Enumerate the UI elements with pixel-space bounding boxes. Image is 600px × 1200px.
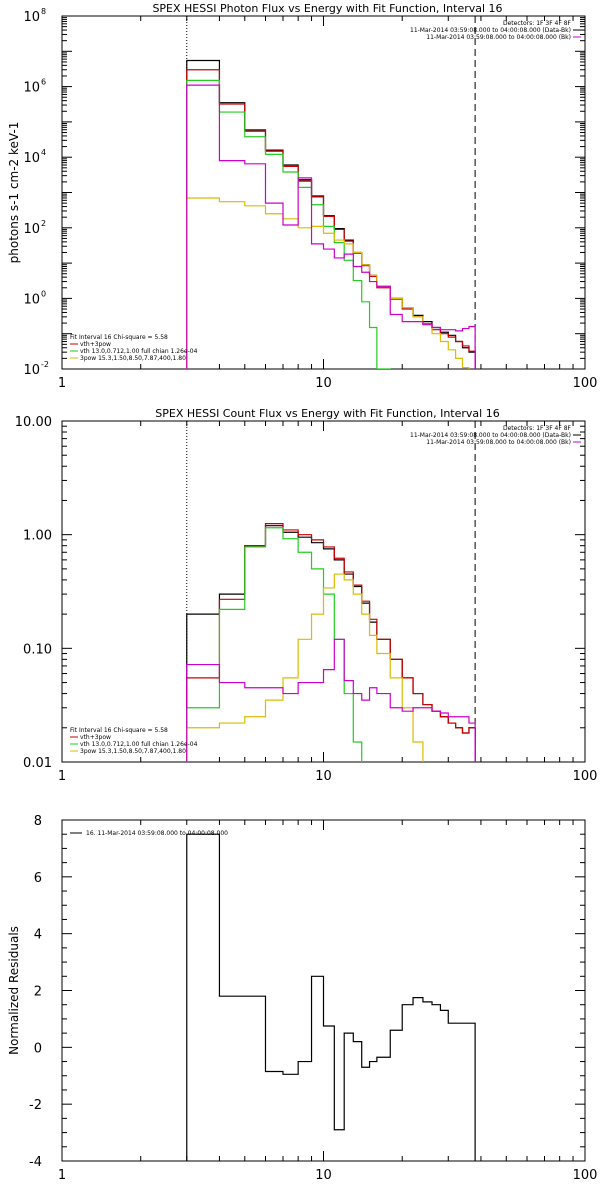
y-tick-label: 6 [34, 871, 42, 886]
legend-bottom-left-entry: vth+3pow [80, 734, 111, 741]
y-tick-exponent: 4 [41, 148, 46, 157]
series-3pow [186, 573, 424, 762]
series-data-bk [186, 525, 476, 762]
y-tick-exponent: 0 [41, 289, 46, 298]
x-tick-label: 1 [58, 769, 66, 784]
legend-bottom-left-entry: Fit Interval 16 Chi-square = 5.58 [70, 727, 168, 734]
series-16-11-mar-2014-03-59-08-000-to-04-00-08-000 [186, 833, 476, 1161]
legend-top-right-entry: 11-Mar-2014 03:59:08.000 to 04:00:08.000… [426, 34, 571, 41]
x-tick-label: 10 [315, 376, 332, 391]
y-tick-label: 8 [34, 814, 42, 829]
series-bk [186, 84, 476, 369]
chart-title: SPEX HESSI Count Flux vs Energy with Fit… [155, 407, 499, 420]
series-vth [186, 79, 391, 369]
x-tick-label: 10 [315, 769, 332, 784]
legend-top-right-entry: 11-Mar-2014 03:59:08.000 to 04:00:08.000… [426, 439, 571, 446]
plot-1: SPEX HESSI Photon Flux vs Energy with Fi… [7, 2, 598, 391]
legend-bottom-left-entry: vth 13.0,0.712,1.00 full chian 1.26e-04 [80, 741, 198, 748]
plot-3: 1 10 100 -4 -2 0 2 4 6 8 Normalized Residuals 16. 1… [7, 814, 597, 1183]
y-tick-label: 10 [23, 151, 40, 166]
legend-top-right-entry: 11-Mar-2014 03:59:08.000 to 04:00:08.000… [410, 27, 571, 34]
y-tick-exponent: 2 [41, 219, 46, 228]
y-tick-label: 0 [34, 1041, 42, 1056]
y-tick-label: 10 [23, 292, 40, 307]
legend-bottom-left-entry: vth+3pow [80, 341, 111, 348]
y-tick-exponent: -2 [41, 360, 49, 369]
chart-title: SPEX HESSI Photon Flux vs Energy with Fi… [152, 2, 502, 15]
legend-entry: 16. 11-Mar-2014 03:59:08.000 to 04:00:08… [86, 830, 228, 837]
y-tick-label: 10 [23, 10, 40, 25]
y-tick-exponent: 6 [41, 78, 46, 87]
y-tick-label: 2 [34, 985, 42, 1000]
y-axis-label: photons s-1 cm-2 keV-1 [7, 122, 21, 264]
x-tick-label: 1 [58, 1168, 66, 1183]
legend-top-right-entry: 11-Mar-2014 03:59:08.000 to 04:00:08.000… [410, 432, 571, 439]
y-tick-label: 1.00 [23, 529, 52, 544]
series-group [186, 523, 476, 762]
y-tick-label: 4 [34, 928, 42, 943]
y-tick-label: 10.00 [15, 415, 52, 430]
y-tick-label: 10 [23, 363, 40, 378]
plot-frame [61, 15, 586, 370]
series-bk [186, 638, 476, 762]
legend-top-right-entry: Detectors: 1F 3F 4F 8F [503, 425, 572, 432]
y-tick-exponent: 8 [41, 7, 46, 16]
series-group [186, 833, 476, 1161]
x-tick-label: 10 [315, 1168, 332, 1183]
legend-top-right-entry: Detectors: 1F 3F 4F 8F [503, 20, 572, 27]
legend-bottom-left-entry: vth 13.0,0.712,1.00 full chian 1.26e-04 [80, 348, 198, 355]
x-tick-label: 100 [573, 769, 598, 784]
y-tick-label: -2 [29, 1098, 42, 1113]
legend-bottom-left-entry: Fit Interval 16 Chi-square = 5.58 [70, 334, 168, 341]
x-tick-label: 1 [58, 376, 66, 391]
legend-bottom-left-entry: 3pow 15.3,1.50,8.50,7.87,400,1.80 [80, 748, 186, 755]
series-vth-3pow [186, 523, 476, 762]
y-tick-label: 0.01 [23, 756, 52, 771]
x-tick-label: 100 [573, 1168, 598, 1183]
x-tick-label: 100 [573, 376, 598, 391]
y-axis-label: Normalized Residuals [7, 926, 21, 1055]
series-data-bk [186, 59, 476, 369]
y-tick-label: 0.10 [23, 642, 52, 657]
legend-bottom-left-entry: 3pow 15.3,1.50,8.50,7.87,400,1.80 [80, 355, 186, 362]
plot-2: SPEX HESSI Count Flux vs Energy with Fit… [15, 407, 598, 784]
series-group [186, 59, 476, 369]
y-tick-label: -4 [29, 1155, 42, 1170]
series-vth [186, 527, 363, 762]
y-tick-label: 10 [23, 81, 40, 96]
y-tick-label: 10 [23, 222, 40, 237]
series-vth-3pow [186, 69, 476, 369]
